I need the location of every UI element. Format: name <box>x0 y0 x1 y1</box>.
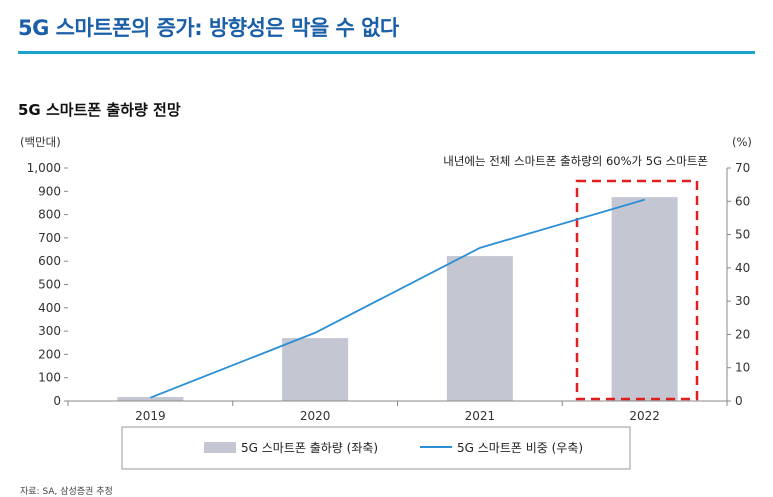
share-line <box>150 198 645 399</box>
legend-label-shipments: 5G 스마트폰 출하량 (좌축) <box>241 441 378 455</box>
title-divider <box>18 51 755 54</box>
legend-swatch-shipments <box>204 442 236 453</box>
left-tick-label: 200 <box>38 347 61 361</box>
page-title: 5G 스마트폰의 증가: 방향성은 막을 수 없다 <box>18 16 399 40</box>
right-tick-label: 30 <box>735 294 750 308</box>
right-tick-label: 0 <box>735 394 743 408</box>
highlight-box <box>575 179 699 401</box>
right-tick-label: 40 <box>735 261 750 275</box>
left-tick-label: 1,000 <box>27 161 61 175</box>
left-tick-label: 600 <box>38 254 61 268</box>
left-axis-unit: (백만대) <box>20 135 61 149</box>
left-tick-label: 400 <box>38 301 61 315</box>
bar-2019 <box>117 397 184 401</box>
right-tick-label: 10 <box>735 361 750 375</box>
x-tick-label: 2022 <box>629 409 660 423</box>
chart-title: 5G 스마트폰 출하량 전망 <box>18 101 181 119</box>
right-tick-label: 50 <box>735 228 750 242</box>
left-tick-label: 700 <box>38 231 61 245</box>
right-tick-label: 70 <box>735 161 750 175</box>
left-tick-label: 300 <box>38 324 61 338</box>
left-tick-label: 800 <box>38 208 61 222</box>
left-tick-label: 100 <box>38 371 61 385</box>
bar-2021 <box>446 256 513 401</box>
x-tick-label: 2021 <box>465 409 496 423</box>
legend-label-share: 5G 스마트폰 비중 (우축) <box>457 441 583 455</box>
right-tick-label: 60 <box>735 194 750 208</box>
right-axis-unit: (%) <box>732 135 752 149</box>
bar-2020 <box>282 338 349 401</box>
right-tick-label: 20 <box>735 327 750 341</box>
x-tick-label: 2019 <box>135 409 166 423</box>
x-tick-label: 2020 <box>300 409 331 423</box>
left-tick-label: 0 <box>53 394 61 408</box>
left-tick-label: 900 <box>38 184 61 198</box>
bar-2022 <box>611 197 678 401</box>
left-tick-label: 500 <box>38 278 61 292</box>
annotation-text: 내년에는 전체 스마트폰 출하량의 60%가 5G 스마트폰 <box>443 154 708 168</box>
